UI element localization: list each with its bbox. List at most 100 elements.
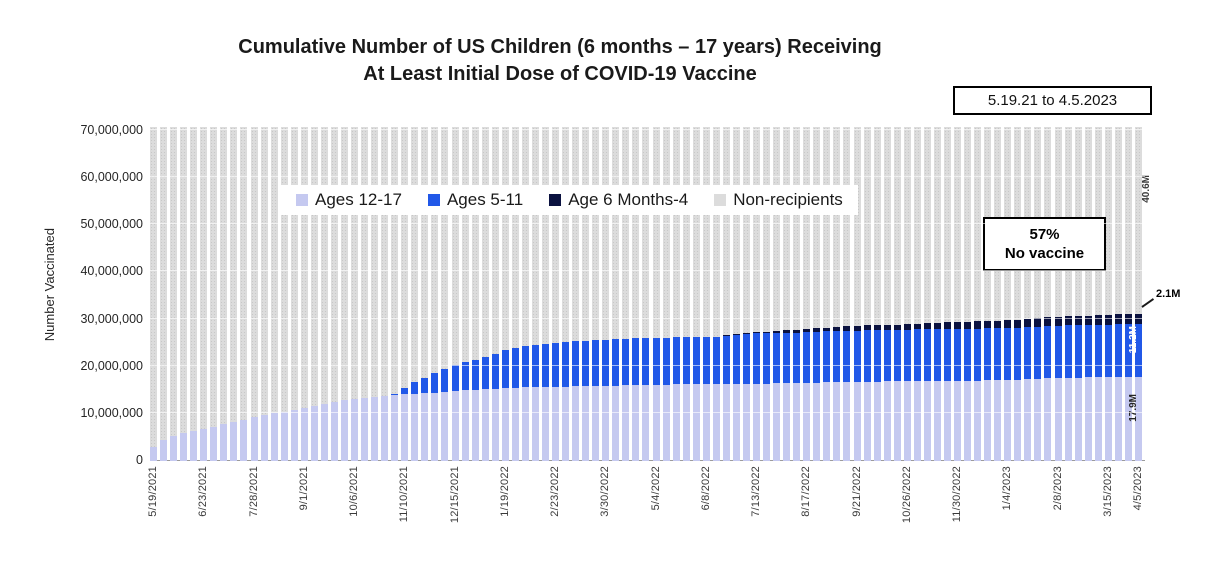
bar-segment-age-6mo-4 xyxy=(924,323,931,330)
bar-segment-non-recipients xyxy=(823,127,830,328)
bar-segment-ages-12-17 xyxy=(1024,379,1031,461)
stacked-bar xyxy=(612,127,619,461)
bar-segment-ages-5-11 xyxy=(994,328,1001,381)
stacked-bar xyxy=(170,127,177,461)
bar-segment-non-recipients xyxy=(321,127,328,404)
bar-segment-ages-12-17 xyxy=(1125,376,1132,461)
bar-segment-ages-12-17 xyxy=(894,381,901,461)
bar-segment-non-recipients xyxy=(793,127,800,330)
bar-segment-age-6mo-4 xyxy=(843,326,850,331)
bar-segment-non-recipients xyxy=(773,127,780,332)
bar-segment-ages-12-17 xyxy=(190,430,197,461)
legend-item: Ages 12-17 xyxy=(296,190,402,210)
stacked-bar xyxy=(562,127,569,461)
bar-segment-ages-12-17 xyxy=(693,384,700,461)
bar-segment-non-recipients xyxy=(291,127,298,410)
x-axis-tick-label: 5/19/2021 xyxy=(147,466,159,517)
bar-segment-age-6mo-4 xyxy=(1014,319,1021,328)
bar-segment-ages-5-11 xyxy=(592,340,599,387)
stacked-bar xyxy=(944,127,951,461)
bar-segment-age-6mo-4 xyxy=(1125,314,1132,325)
bar-segment-ages-5-11 xyxy=(743,333,750,384)
gridline xyxy=(150,270,1145,272)
stacked-bar xyxy=(160,127,167,461)
bar-segment-ages-12-17 xyxy=(170,435,177,461)
stacked-bar xyxy=(823,127,830,461)
stacked-bar xyxy=(492,127,499,461)
bar-segment-non-recipients xyxy=(170,127,177,436)
bar-segment-age-6mo-4 xyxy=(803,328,810,333)
bar-segment-age-6mo-4 xyxy=(934,322,941,329)
bar-segment-ages-12-17 xyxy=(713,384,720,461)
stacked-bar xyxy=(743,127,750,461)
bar-segment-ages-12-17 xyxy=(1014,379,1021,461)
bar-segment-ages-5-11 xyxy=(984,328,991,381)
bar-segment-non-recipients xyxy=(683,127,690,338)
bar-segment-non-recipients xyxy=(361,127,368,398)
bar-segment-ages-5-11 xyxy=(823,331,830,383)
bar-segment-ages-5-11 xyxy=(512,347,519,388)
stacked-bar xyxy=(301,127,308,461)
bar-segment-ages-12-17 xyxy=(1065,377,1072,461)
x-axis-tick-label: 1/4/2023 xyxy=(1001,466,1013,511)
bar-segment-ages-12-17 xyxy=(371,396,378,461)
bar-segment-non-recipients xyxy=(622,127,629,339)
bar-segment-ages-5-11 xyxy=(522,345,529,388)
bar-segment-ages-12-17 xyxy=(1095,377,1102,461)
bar-segment-ages-5-11 xyxy=(683,337,690,385)
stacked-bar xyxy=(914,127,921,461)
bar-segment-age-6mo-4 xyxy=(1024,318,1031,328)
bar-segment-ages-5-11 xyxy=(1125,324,1132,377)
bar-segment-ages-12-17 xyxy=(843,381,850,461)
bar-segment-ages-5-11 xyxy=(713,336,720,385)
stacked-bar xyxy=(532,127,539,461)
bar-segment-non-recipients xyxy=(472,127,479,360)
bar-segment-ages-12-17 xyxy=(220,424,227,461)
bar-segment-non-recipients xyxy=(964,127,971,322)
stacked-bar xyxy=(381,127,388,461)
bar-segment-ages-5-11 xyxy=(1034,326,1041,379)
bar-segment-ages-12-17 xyxy=(512,387,519,461)
bar-segment-non-recipients xyxy=(673,127,680,338)
gridline xyxy=(150,129,1145,130)
no-vaccine-label: No vaccine xyxy=(1004,245,1085,262)
bar-segment-ages-12-17 xyxy=(562,386,569,461)
bar-segment-ages-5-11 xyxy=(934,329,941,381)
bar-segment-ages-5-11 xyxy=(864,330,871,382)
bar-segment-ages-12-17 xyxy=(210,426,217,461)
stacked-bar xyxy=(321,127,328,461)
bar-segment-ages-12-17 xyxy=(230,421,237,461)
bar-segment-ages-12-17 xyxy=(612,385,619,461)
legend-label: Age 6 Months-4 xyxy=(568,190,689,209)
bar-segment-non-recipients xyxy=(924,127,931,324)
bar-segment-ages-12-17 xyxy=(653,384,660,461)
bar-segment-non-recipients xyxy=(482,127,489,357)
stacked-bar xyxy=(281,127,288,461)
bar-segment-non-recipients xyxy=(271,127,278,413)
bar-segment-age-6mo-4 xyxy=(964,321,971,329)
bar-segment-ages-12-17 xyxy=(874,381,881,461)
bar-segment-age-6mo-4 xyxy=(904,324,911,330)
bar-segment-non-recipients xyxy=(874,127,881,326)
bar-segment-ages-12-17 xyxy=(251,417,258,461)
bar-segment-age-6mo-4 xyxy=(874,325,881,331)
bar-segment-age-6mo-4 xyxy=(813,328,820,332)
bar-segment-ages-5-11 xyxy=(411,382,418,394)
x-axis-tick-label: 11/10/2021 xyxy=(398,466,410,523)
bar-segment-ages-12-17 xyxy=(552,386,559,461)
bar-segment-ages-12-17 xyxy=(964,380,971,461)
bar-segment-ages-5-11 xyxy=(874,330,881,382)
bar-segment-ages-12-17 xyxy=(723,383,730,461)
bar-segment-age-6mo-4 xyxy=(1065,316,1072,326)
stacked-bar xyxy=(271,127,278,461)
gridline xyxy=(150,317,1145,319)
bar-segment-non-recipients xyxy=(421,127,428,378)
bar-segment-ages-12-17 xyxy=(793,382,800,461)
bar-segment-ages-12-17 xyxy=(1044,378,1051,461)
bar-segment-ages-12-17 xyxy=(160,440,167,461)
bar-segment-non-recipients xyxy=(723,127,730,335)
bar-segment-ages-12-17 xyxy=(984,380,991,461)
bar-segment-non-recipients xyxy=(663,127,670,338)
bar-segment-ages-12-17 xyxy=(1105,377,1112,461)
bar-segment-ages-5-11 xyxy=(452,364,459,391)
